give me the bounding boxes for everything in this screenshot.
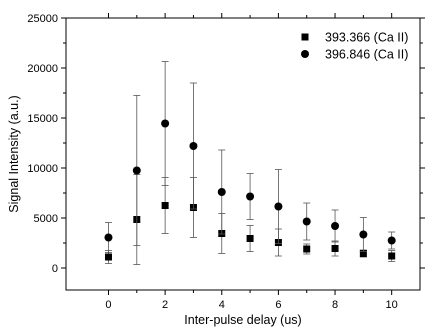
x-axis-title: Inter-pulse delay (us) [184, 313, 301, 327]
y-tick-label: 20000 [27, 63, 58, 75]
plot-frame [65, 17, 421, 291]
data-point-circle [217, 188, 226, 196]
data-point-square [104, 253, 112, 261]
y-axis-title: Signal Intensity (a.u.) [7, 95, 21, 212]
plot-area [104, 61, 396, 265]
x-tick-label: 6 [275, 299, 281, 311]
y-tick-label: 5000 [34, 213, 58, 225]
data-point-circle [274, 202, 283, 211]
data-point-square [161, 202, 169, 209]
legend-item-2: 396.846 (Ca II) [301, 48, 408, 62]
legend-marker-circle [301, 50, 309, 58]
data-point-circle [161, 119, 170, 128]
series-2 [104, 61, 396, 253]
data-point-square [388, 252, 396, 260]
data-point-circle [331, 222, 340, 230]
data-point-square [331, 245, 339, 252]
data-point-circle [189, 142, 198, 150]
x-tick-label: 0 [105, 299, 111, 311]
legend-label: 393.366 (Ca II) [325, 31, 408, 45]
x-tick-label: 4 [219, 299, 225, 311]
legend-item-1: 393.366 (Ca II) [301, 31, 408, 45]
legend: 393.366 (Ca II) 396.846 (Ca II) [301, 31, 408, 62]
data-point-circle [359, 230, 368, 239]
data-point-circle [387, 236, 396, 245]
y-tick-label: 10000 [27, 163, 58, 175]
y-tick-label: 15000 [27, 113, 58, 125]
x-tick-label: 10 [386, 299, 398, 311]
data-point-circle [104, 233, 113, 242]
data-point-circle [132, 166, 141, 175]
data-point-circle [302, 217, 311, 226]
legend-marker-square [301, 33, 309, 41]
data-point-square [359, 250, 367, 257]
x-tick-label: 8 [332, 299, 338, 311]
axes: 0 2 4 6 8 10 0 5000 10000 15000 20000 25000 Inter-pu… [7, 13, 425, 327]
data-point-square [246, 235, 254, 242]
y-tick-label: 25000 [27, 13, 58, 25]
y-tick-label: 0 [52, 263, 58, 275]
data-point-square [303, 245, 311, 253]
legend-label: 396.846 (Ca II) [325, 48, 408, 62]
data-point-circle [246, 192, 255, 201]
x-tick-label: 2 [162, 299, 168, 311]
